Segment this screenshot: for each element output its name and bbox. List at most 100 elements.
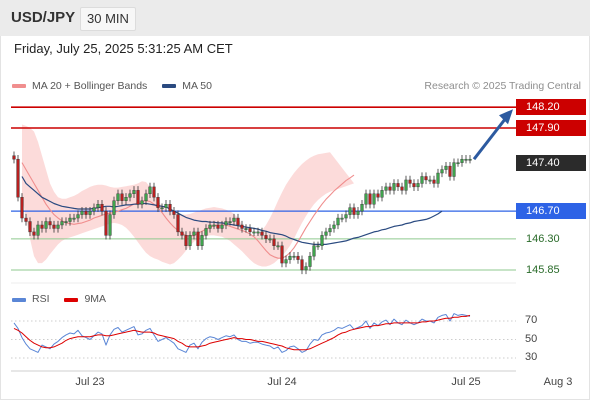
candle-down — [240, 224, 244, 229]
timeframe-button[interactable]: 30 MIN — [80, 7, 136, 31]
rsi-level-label: 30 — [525, 351, 538, 363]
candle-up — [88, 210, 92, 215]
candle-up — [444, 165, 448, 170]
candle-up — [344, 214, 348, 219]
candle-down — [180, 231, 184, 236]
candle-up — [128, 193, 132, 198]
candle-up — [132, 190, 136, 195]
candle-up — [200, 235, 204, 246]
candle-up — [80, 210, 84, 215]
candle-down — [216, 224, 220, 229]
legend-rsi-ma-label: 9MA — [84, 293, 107, 305]
candle-up — [164, 203, 168, 208]
x-tick-label: Jul 25 — [451, 376, 481, 388]
forecast-arrow-head — [499, 109, 513, 125]
level-tag-145-85: 145.85 — [526, 264, 560, 276]
rsi-legend: RSI 9MA — [12, 293, 106, 305]
candle-down — [296, 255, 300, 260]
candle-up — [204, 228, 208, 236]
candle-up — [268, 238, 272, 241]
candle-up — [468, 158, 472, 161]
candle-down — [28, 221, 32, 233]
x-tick-label: Aug 3 — [543, 376, 573, 388]
candle-up — [292, 255, 296, 258]
candle-up — [124, 197, 128, 201]
candle-up — [404, 179, 408, 191]
candle-up — [360, 203, 364, 212]
candle-up — [328, 228, 332, 233]
candle-up — [384, 186, 388, 191]
bollinger-band — [22, 124, 354, 267]
candle-up — [420, 176, 424, 184]
candle-up — [220, 224, 224, 229]
candle-up — [96, 203, 100, 208]
price-legend: MA 20 + Bollinger Bands MA 50 — [12, 80, 212, 92]
forecast-arrow-layer — [472, 109, 513, 161]
candle-down — [196, 231, 200, 246]
candle-up — [224, 221, 228, 226]
candle-up — [160, 207, 164, 210]
candle-up — [428, 179, 432, 182]
bollinger-band-layer — [22, 124, 354, 267]
candle-up — [244, 228, 248, 230]
legend-rsi-label: RSI — [32, 293, 50, 305]
level-tag-146-30: 146.30 — [526, 232, 560, 245]
candle-up — [332, 224, 336, 229]
candle-down — [184, 235, 188, 246]
candle-up — [208, 224, 212, 229]
candle-up — [304, 266, 308, 271]
candle-up — [276, 245, 280, 248]
rsi-line — [13, 313, 471, 353]
timestamp: Friday, July 25, 2025 5:31:25 AM CET — [14, 41, 233, 56]
candle-down — [280, 245, 284, 264]
legend-ma50-label: MA 50 — [182, 80, 212, 93]
candle-down — [48, 221, 52, 226]
candle-up — [436, 172, 440, 184]
candle-up — [192, 231, 196, 236]
candle-down — [156, 197, 160, 208]
candle-down — [100, 203, 104, 212]
candle-up — [284, 259, 288, 264]
candle-down — [40, 224, 44, 229]
candle-up — [324, 231, 328, 236]
candle-down — [236, 217, 240, 226]
candle-down — [448, 165, 452, 177]
level-tag-147-90: 147.90 — [516, 120, 586, 136]
candle-down — [400, 186, 404, 191]
candle-down — [20, 197, 24, 219]
candle-up — [44, 221, 48, 229]
candle-up — [456, 162, 460, 165]
credit-text: Research © 2025 Trading Central — [424, 80, 581, 92]
rsi-ma-swatch — [64, 298, 79, 302]
x-tick-label: Jul 23 — [75, 376, 105, 388]
header-bar: USD/JPY 30 MIN — [0, 0, 590, 36]
candle-up — [340, 217, 344, 220]
candle-down — [176, 214, 180, 233]
candle-up — [140, 200, 144, 205]
candle-up — [320, 235, 324, 246]
candle-down — [152, 186, 156, 198]
candle-down — [376, 193, 380, 198]
candle-up — [392, 183, 396, 191]
candle-down — [16, 158, 20, 198]
candle-up — [116, 193, 120, 201]
candle-down — [424, 176, 428, 181]
candle-down — [32, 231, 36, 236]
candle-up — [60, 221, 64, 226]
candle-down — [168, 203, 172, 212]
candle-up — [460, 158, 464, 163]
candle-up — [188, 235, 192, 246]
x-tick-label: Jul 24 — [267, 376, 297, 388]
candle-down — [352, 207, 356, 215]
rsi-level-label: 50 — [525, 332, 538, 345]
candle-down — [260, 231, 264, 236]
candle-up — [416, 183, 420, 188]
candle-up — [372, 193, 376, 205]
candle-up — [308, 255, 312, 267]
moving-average-layer — [21, 162, 443, 259]
candle-up — [56, 224, 60, 229]
rsi-layer — [13, 313, 471, 353]
candle-up — [112, 200, 116, 215]
level-tag-148-20: 148.20 — [516, 99, 586, 116]
legend-ma20-label: MA 20 + Bollinger Bands — [32, 80, 148, 93]
